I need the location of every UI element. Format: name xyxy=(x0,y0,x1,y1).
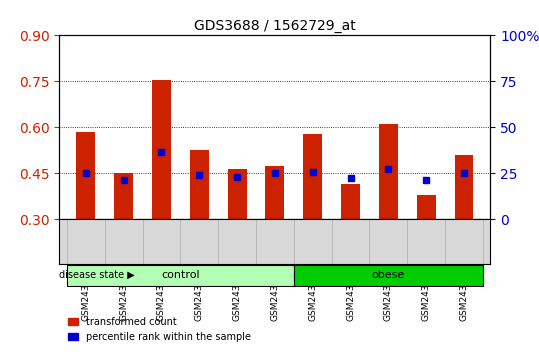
FancyBboxPatch shape xyxy=(67,265,294,286)
Bar xyxy=(190,150,209,219)
Bar xyxy=(152,80,171,219)
Bar xyxy=(341,184,360,219)
Text: obese: obese xyxy=(372,270,405,280)
FancyBboxPatch shape xyxy=(294,265,483,286)
Bar xyxy=(379,124,398,219)
Text: control: control xyxy=(161,270,199,280)
Bar xyxy=(114,173,133,219)
Bar xyxy=(77,132,95,219)
Legend: transformed count, percentile rank within the sample: transformed count, percentile rank withi… xyxy=(64,313,254,346)
Bar xyxy=(265,166,285,219)
Bar xyxy=(227,169,246,219)
Bar xyxy=(417,195,436,219)
Text: disease state ▶: disease state ▶ xyxy=(59,270,135,280)
Bar xyxy=(454,155,473,219)
Bar xyxy=(303,133,322,219)
Title: GDS3688 / 1562729_at: GDS3688 / 1562729_at xyxy=(194,19,356,33)
